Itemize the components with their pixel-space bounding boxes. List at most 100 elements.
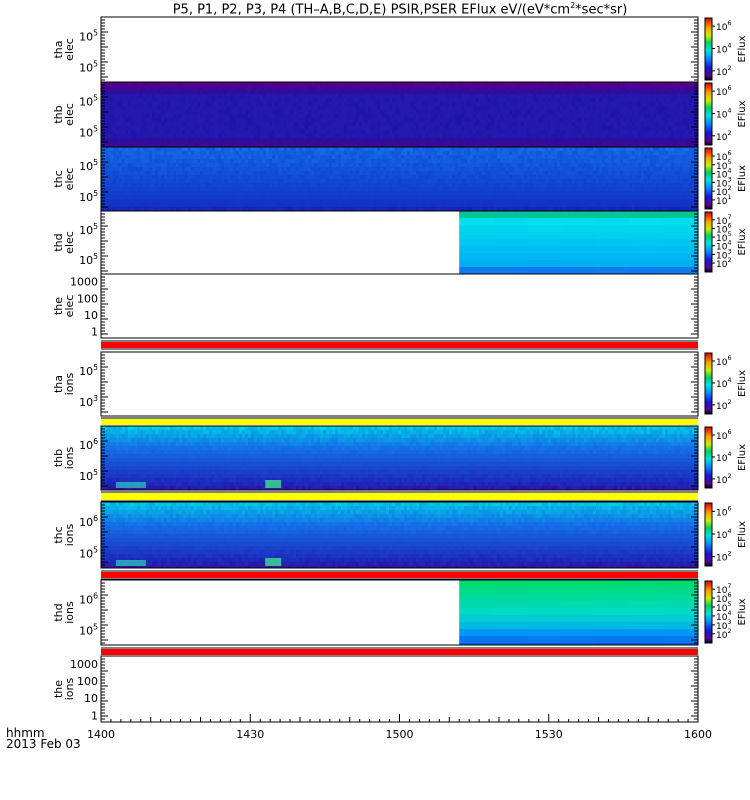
heatmap-cell [266, 126, 270, 130]
heatmap-cell [134, 114, 138, 118]
heatmap-cell [137, 167, 141, 171]
heatmap-cell [164, 183, 168, 187]
heatmap-cell [389, 102, 393, 106]
heatmap-cell [416, 138, 420, 142]
heatmap-cell [164, 167, 168, 171]
heatmap-cell [143, 126, 147, 130]
heatmap-cell [299, 171, 303, 175]
heatmap-cell [260, 207, 264, 211]
heatmap-cell [677, 110, 681, 114]
heatmap-cell [182, 179, 186, 183]
heatmap-cell [497, 98, 501, 102]
heatmap-cell [149, 191, 153, 195]
heatmap-cell [647, 118, 651, 122]
heatmap-cell [116, 134, 120, 138]
heatmap-cell [401, 142, 405, 146]
heatmap-cell [260, 122, 264, 126]
heatmap-cell [329, 134, 333, 138]
heatmap-cell [638, 130, 642, 134]
heatmap-cell [590, 118, 594, 122]
heatmap-cell [212, 195, 216, 199]
heatmap-cell [533, 118, 537, 122]
heatmap-cell [278, 118, 282, 122]
heatmap-cell [452, 122, 456, 126]
heatmap-cell [227, 159, 231, 163]
heatmap-cell [179, 118, 183, 122]
colorbar-tick-label: 102 [716, 65, 731, 78]
heatmap-cell [314, 159, 318, 163]
heatmap-cell [242, 138, 246, 142]
heatmap-cell [224, 102, 228, 106]
heatmap-cell [179, 187, 183, 191]
heatmap-cell [299, 203, 303, 207]
heatmap-cell [668, 126, 672, 130]
heatmap-cell [284, 183, 288, 187]
heatmap-cell [125, 151, 129, 155]
heatmap-cell [518, 98, 522, 102]
heatmap-cell [107, 207, 111, 211]
heatmap-cell [299, 90, 303, 94]
heatmap-cell [401, 82, 405, 86]
heatmap-cell [386, 134, 390, 138]
heatmap-cell [218, 130, 222, 134]
heatmap-cell [323, 199, 327, 203]
heatmap-cell [554, 134, 558, 138]
heatmap-cell [314, 94, 318, 98]
heatmap-cell [356, 147, 360, 151]
heatmap-cell [251, 118, 255, 122]
heatmap-cell [299, 195, 303, 199]
heatmap-cell [530, 138, 534, 142]
heatmap-cell [695, 138, 698, 142]
heatmap-cell [296, 130, 300, 134]
heatmap-cell [419, 90, 423, 94]
heatmap-cell [596, 142, 600, 146]
heatmap-cell [665, 98, 669, 102]
heatmap-cell [530, 98, 534, 102]
heatmap-cell [188, 155, 192, 159]
heatmap-cell [299, 118, 303, 122]
heatmap-cell [299, 86, 303, 90]
heatmap-cell [371, 191, 375, 195]
heatmap-cell [134, 110, 138, 114]
heatmap-cell [638, 126, 642, 130]
heatmap-cell [671, 110, 675, 114]
heatmap-cell [575, 98, 579, 102]
heatmap-cell [146, 106, 150, 110]
heatmap-cell [104, 114, 108, 118]
heatmap-cell [164, 86, 168, 90]
heatmap-cell [464, 102, 468, 106]
heatmap-cell [107, 151, 111, 155]
heatmap-cell [242, 82, 246, 86]
heatmap-cell [449, 138, 453, 142]
heatmap-cell [281, 151, 285, 155]
heatmap-cell [233, 134, 237, 138]
heatmap-cell [431, 142, 435, 146]
heatmap-cell [368, 159, 372, 163]
heatmap-cell [590, 130, 594, 134]
heatmap-cell [209, 86, 213, 90]
heatmap-cell [266, 195, 270, 199]
heatmap-cell [179, 110, 183, 114]
heatmap-cell [491, 90, 495, 94]
heatmap-cell [350, 114, 354, 118]
heatmap-cell [560, 90, 564, 94]
heatmap-cell [164, 195, 168, 199]
title-sup: 2 [570, 1, 576, 10]
heatmap-cell [557, 86, 561, 90]
heatmap-cell [509, 114, 513, 118]
heatmap-cell [173, 134, 177, 138]
heatmap-cell [686, 118, 690, 122]
heatmap-cell [395, 114, 399, 118]
heatmap-cell [635, 122, 639, 126]
heatmap-cell [236, 159, 240, 163]
heatmap-cell [500, 130, 504, 134]
heatmap-cell [593, 134, 597, 138]
heatmap-cell [212, 167, 216, 171]
heatmap-cell [476, 90, 480, 94]
heatmap-cell [485, 126, 489, 130]
heatmap-cell [410, 118, 414, 122]
heatmap-cell [191, 167, 195, 171]
heatmap-cell [362, 90, 366, 94]
heatmap-cell [119, 86, 123, 90]
heatmap-cell [506, 122, 510, 126]
